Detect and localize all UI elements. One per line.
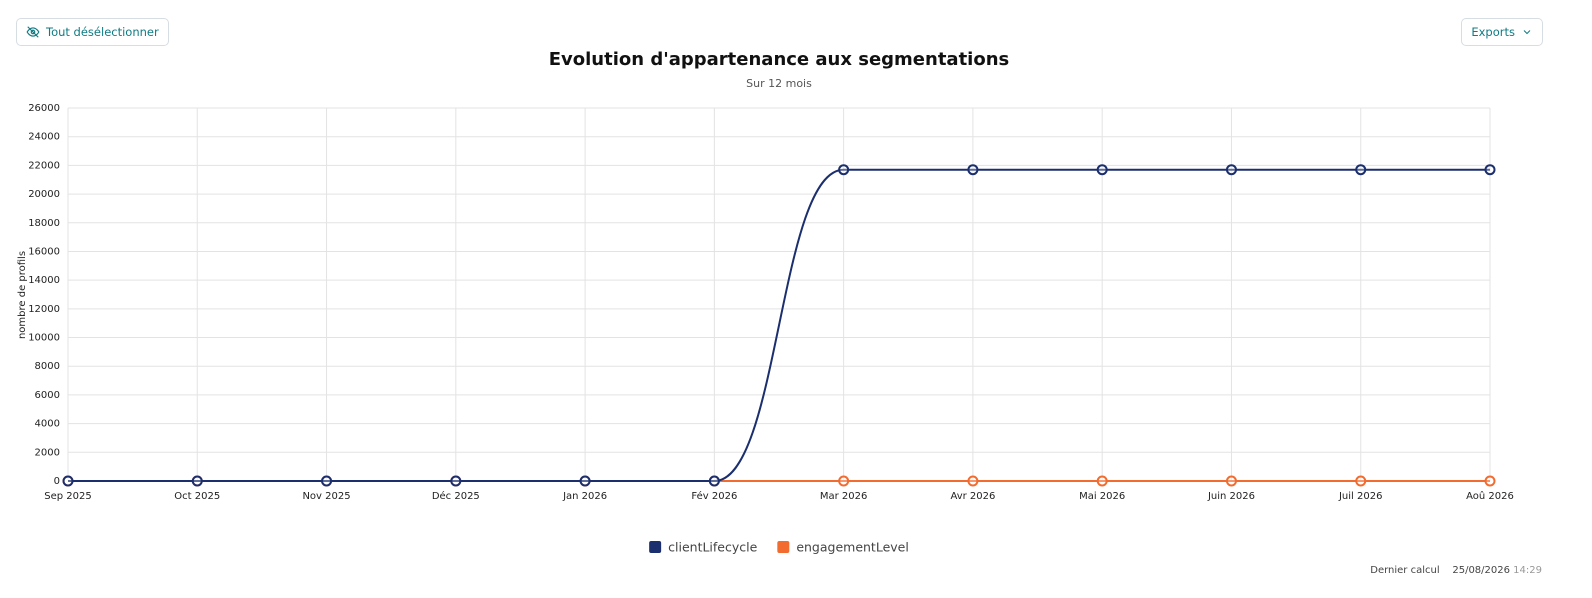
data-point [708, 475, 720, 487]
x-tick-label: Juil 2026 [1338, 491, 1382, 502]
legend: clientLifecycle engagementLevel [649, 540, 909, 555]
x-tick-label: Nov 2025 [302, 491, 350, 502]
y-tick-label: 16000 [28, 246, 60, 257]
y-tick-label: 24000 [28, 132, 60, 143]
y-axis-label: nombre de profils [17, 251, 28, 339]
legend-label: engagementLevel [796, 540, 909, 555]
x-tick-label: Avr 2026 [950, 491, 995, 502]
data-point [967, 475, 979, 487]
data-point [321, 475, 333, 487]
data-point [1355, 164, 1367, 176]
data-point [450, 475, 462, 487]
y-tick-label: 4000 [35, 419, 60, 430]
data-point [62, 475, 74, 487]
footer: Dernier calcul 25/08/2026 14:29 [1370, 565, 1542, 576]
x-tick-label: Déc 2025 [432, 490, 480, 502]
y-tick-label: 12000 [28, 304, 60, 315]
legend-swatch [649, 541, 662, 553]
data-point [321, 475, 333, 487]
chart: Evolution d'appartenance aux segmentatio… [17, 49, 1514, 502]
footer-label: Dernier calcul [1370, 565, 1440, 576]
data-point [708, 475, 720, 487]
y-tick-label: 10000 [28, 333, 60, 344]
x-tick-label: Fév 2026 [691, 490, 737, 502]
data-point [967, 164, 979, 176]
y-tick-label: 18000 [28, 218, 60, 229]
legend-label: clientLifecycle [668, 540, 757, 555]
chart-title: Evolution d'appartenance aux segmentatio… [549, 49, 1010, 70]
data-point [1225, 164, 1237, 176]
x-tick-label: Aoû 2026 [1466, 490, 1514, 502]
data-point [62, 475, 74, 487]
x-tick-label: Mar 2026 [820, 491, 868, 502]
data-point [579, 475, 591, 487]
chevron-icon [1523, 30, 1531, 35]
eye-off-icon [26, 26, 40, 38]
series-line [68, 168, 1490, 483]
x-tick-label: Juin 2026 [1207, 491, 1255, 502]
deselect-button[interactable]: Tout désélectionner [16, 18, 169, 46]
data-point [1484, 164, 1496, 176]
y-tick-label: 20000 [28, 189, 60, 200]
exports-button[interactable]: Exports [1461, 18, 1543, 46]
y-tick-label: 26000 [28, 103, 60, 114]
data-point [838, 475, 850, 487]
legend-swatch [777, 541, 790, 553]
y-tick-label: 0 [54, 476, 60, 487]
data-point [191, 475, 203, 487]
x-tick-label: Oct 2025 [174, 491, 220, 502]
chart-subtitle: Sur 12 mois [746, 77, 812, 90]
deselect-label: Tout désélectionner [46, 25, 159, 39]
x-tick-label: Sep 2025 [44, 491, 91, 502]
data-point [191, 475, 203, 487]
y-tick-label: 6000 [35, 390, 60, 401]
x-tick-label: Mai 2026 [1079, 491, 1125, 502]
y-tick-label: 14000 [28, 275, 60, 286]
data-point [838, 164, 850, 176]
data-point [579, 475, 591, 487]
data-point [1355, 475, 1367, 487]
y-tick-label: 8000 [35, 361, 60, 372]
y-tick-label: 2000 [35, 447, 60, 458]
data-point [1225, 475, 1237, 487]
data-point [1484, 475, 1496, 487]
data-point [1096, 164, 1108, 176]
footer-date: 25/08/2026 [1452, 565, 1510, 576]
exports-label: Exports [1471, 25, 1515, 39]
x-tick-label: Jan 2026 [562, 491, 607, 502]
data-point [1096, 475, 1108, 487]
data-point [450, 475, 462, 487]
footer-time: 14:29 [1513, 565, 1542, 576]
y-tick-label: 22000 [28, 160, 60, 171]
